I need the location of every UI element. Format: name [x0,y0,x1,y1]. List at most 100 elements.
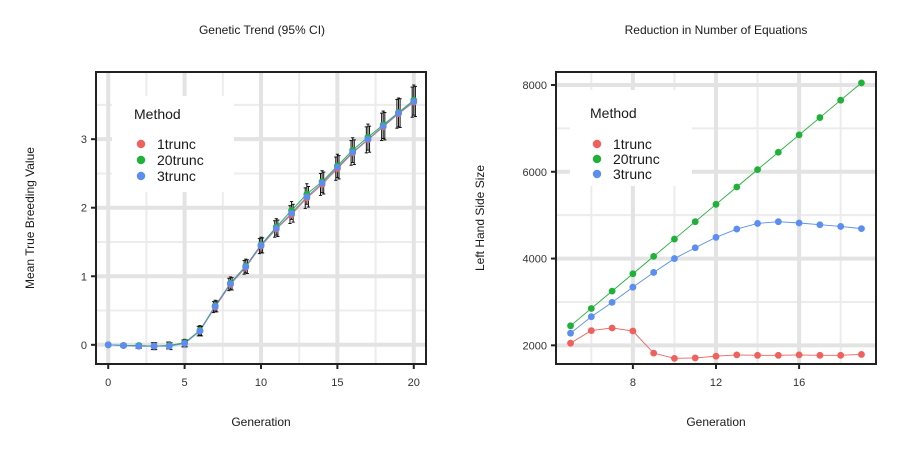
data-point-3trunc [754,220,761,227]
data-point-3trunc [837,223,845,230]
data-point-20trunc [671,235,678,243]
y-tick-label: 2 [81,203,87,215]
data-point-3trunc [120,342,127,349]
data-point-3trunc [150,342,158,350]
y-tick-label: 1 [81,271,87,283]
data-point-1trunc [608,324,616,332]
data-point-3trunc [165,342,173,350]
y-tick-label: 3 [81,134,87,146]
data-point-20trunc [754,166,761,174]
axis-ticks: 0 5 10 15 20 0 1 2 3 [81,134,420,389]
data-point-3trunc [733,225,741,233]
data-point-3trunc [691,244,699,252]
data-point-3trunc [712,233,720,241]
data-point-1trunc [671,354,678,362]
data-marks [104,84,418,351]
data-point-20trunc [629,270,637,278]
legend: Method 1trunc 20trunc 3trunc [570,90,692,186]
data-point-3trunc [587,313,595,321]
x-tick-label: 10 [255,377,267,389]
data-point-1trunc [754,351,761,359]
genetic-trend-panel: Genetic Trend (95% CI) 0 5 10 15 20 0 1 2 3 Gene… [23,23,427,429]
legend: Method 1trunc 20trunc 3trunc [112,96,234,192]
legend-marker-20trunc [136,155,146,165]
data-point-3trunc [196,327,204,335]
legend-label-20trunc: 20trunc [157,152,204,168]
data-point-20trunc [608,287,616,295]
legend-label-20trunc: 20trunc [613,151,660,167]
legend-marker-3trunc [592,169,602,179]
data-point-3trunc [135,342,143,350]
axis-ticks: 8 12 16 2000 4000 6000 8000 [523,80,806,389]
x-axis-label: Generation [686,415,745,429]
data-point-20trunc [774,148,782,156]
legend-title: Method [590,105,637,121]
data-point-1trunc [858,351,865,358]
y-axis-label: Left Hand Side Size [473,165,487,271]
x-tick-label: 5 [182,377,188,389]
legend-title: Method [134,106,181,122]
data-point-1trunc [691,354,699,362]
data-point-20trunc [650,252,658,260]
data-point-20trunc [816,114,824,121]
data-point-3trunc [858,225,865,233]
data-point-1trunc [837,351,845,359]
data-point-3trunc [104,341,112,349]
data-point-3trunc [608,298,616,306]
data-point-1trunc [629,327,637,335]
legend-background [570,90,692,186]
data-point-3trunc [318,179,326,187]
y-tick-label: 4000 [523,254,547,266]
chart-title: Reduction in Number of Equations [625,23,808,37]
data-point-3trunc [333,163,341,171]
legend-label-3trunc: 3trunc [157,168,196,184]
data-point-20trunc [733,183,741,191]
data-point-3trunc [567,329,574,337]
data-point-3trunc [379,122,387,130]
data-point-3trunc [257,242,265,249]
data-point-1trunc [774,351,782,359]
data-point-3trunc [288,209,295,217]
data-point-20trunc [795,131,803,139]
x-tick-label: 16 [793,377,805,389]
data-point-3trunc [272,224,280,232]
data-point-3trunc [774,218,782,226]
data-point-3trunc [211,303,219,310]
data-point-3trunc [227,280,234,288]
equation-reduction-panel: Reduction in Number of Equations 8 12 16 20… [473,23,877,429]
data-point-3trunc [671,255,678,262]
data-point-3trunc [364,135,372,143]
data-point-3trunc [795,219,803,227]
data-point-3trunc [395,109,402,117]
data-point-3trunc [303,193,311,201]
data-point-1trunc [587,327,595,334]
legend-marker-20trunc [592,154,602,164]
data-point-3trunc [410,98,418,105]
data-point-1trunc [650,349,658,357]
x-tick-label: 15 [331,377,343,389]
data-point-20trunc [712,200,720,208]
data-point-20trunc [691,218,699,226]
data-point-20trunc [587,305,595,312]
data-point-3trunc [816,221,824,229]
x-axis-label: Generation [231,415,290,429]
data-point-3trunc [181,340,189,347]
data-point-1trunc [795,351,803,359]
x-tick-label: 0 [105,377,111,389]
data-point-20trunc [858,79,865,87]
data-point-3trunc [650,269,658,276]
data-point-1trunc [567,339,574,347]
data-point-3trunc [242,263,250,271]
y-tick-label: 2000 [523,340,547,352]
data-point-20trunc [837,96,845,104]
x-tick-label: 20 [408,377,420,389]
legend-label-1trunc: 1trunc [613,136,652,152]
y-tick-label: 8000 [523,80,547,92]
x-tick-label: 12 [710,377,722,389]
y-tick-label: 6000 [523,167,547,179]
legend-background [112,96,234,192]
legend-marker-3trunc [136,171,146,181]
y-axis-label: Mean True Breeding Value [23,147,37,289]
data-point-3trunc [629,283,637,291]
